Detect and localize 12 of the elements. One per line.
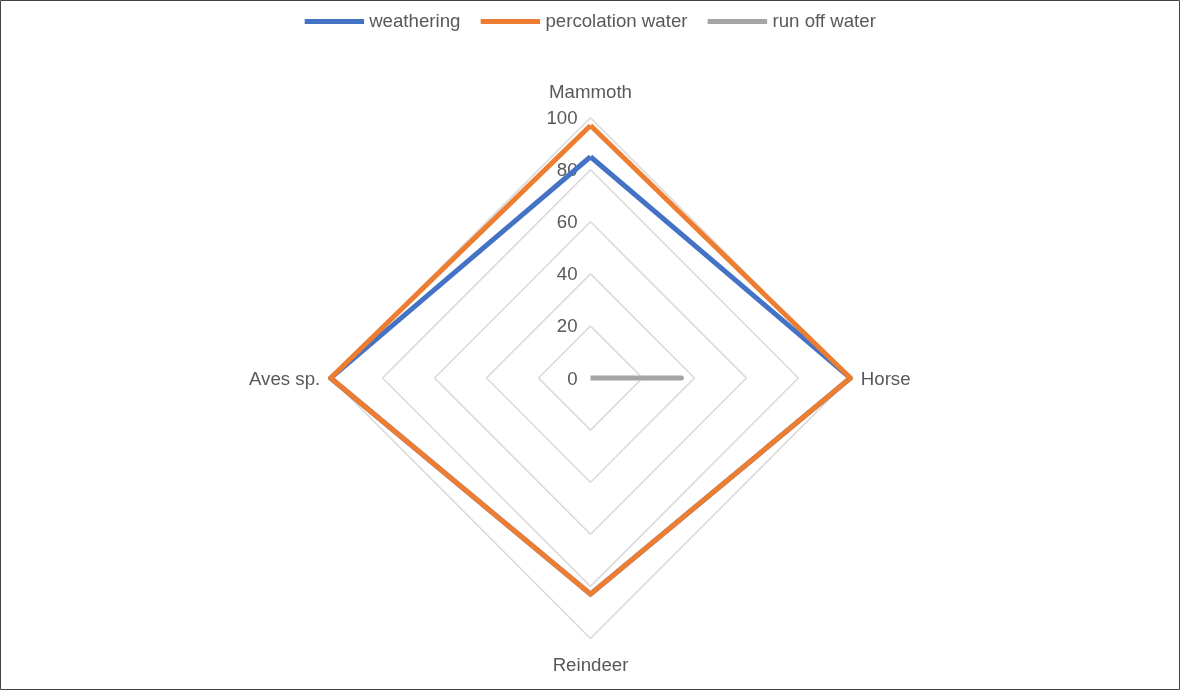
legend-label: percolation water — [545, 10, 688, 32]
y-tick-label: 0 — [567, 367, 578, 389]
legend-label: run off water — [772, 10, 876, 32]
spoke-label: Mammoth — [549, 81, 632, 103]
spoke-label: Horse — [860, 367, 911, 389]
legend-label: weathering — [369, 10, 461, 32]
y-tick-label: 20 — [556, 315, 578, 337]
spoke-label: Aves sp. — [248, 367, 321, 389]
y-tick-label: 100 — [546, 107, 578, 129]
y-tick-label: 40 — [556, 263, 578, 285]
spoke-label: Reindeer — [552, 654, 629, 676]
y-tick-label: 60 — [556, 211, 578, 233]
